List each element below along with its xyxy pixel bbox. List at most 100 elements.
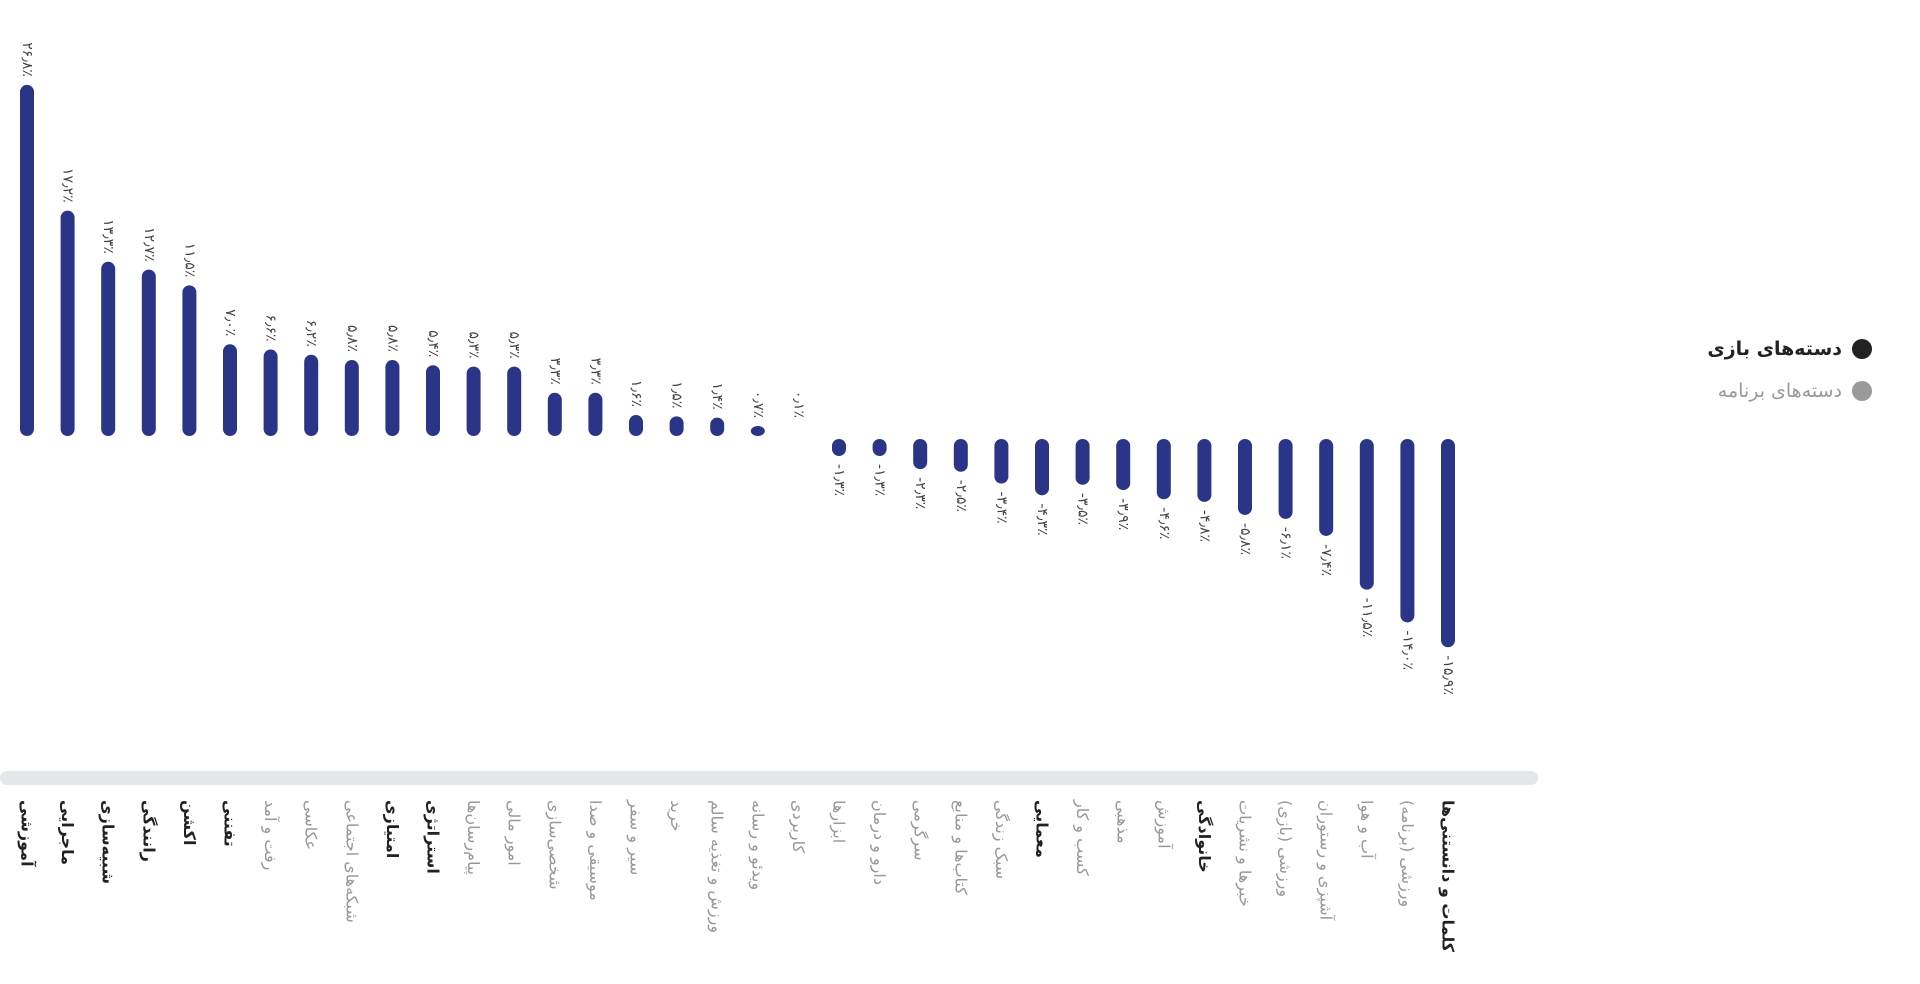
value-label: ۶٫۶٪	[263, 314, 279, 341]
value-label: -۲٫۳٪	[912, 477, 928, 509]
category-label: سیر و سفر	[626, 799, 646, 875]
legend-item-apps[interactable]: دسته‌های برنامه	[1707, 380, 1872, 402]
value-label: ۷٫۰٪	[222, 309, 238, 336]
category-label: رفت و آمد	[260, 800, 280, 870]
category-label: عکاسی	[302, 800, 321, 850]
category-label: سرگرمی	[910, 800, 930, 861]
category-label: امتیازی	[383, 800, 402, 858]
value-label: ۱۲٫۷٪	[141, 227, 157, 262]
category-label: پیام‌رسان‌ها	[463, 800, 483, 875]
bar[interactable]	[1400, 439, 1415, 623]
bar[interactable]	[141, 269, 156, 436]
bar[interactable]	[872, 439, 887, 457]
value-label: ۳٫۳٪	[587, 358, 603, 385]
bar[interactable]	[710, 417, 725, 436]
value-label: -۴٫۳٪	[1034, 503, 1050, 535]
legend-label: دسته‌های برنامه	[1717, 380, 1842, 402]
bar[interactable]	[20, 84, 34, 437]
value-label: ۱۷٫۲٪	[60, 168, 76, 203]
value-label: ۱٫۵٪	[669, 381, 685, 408]
category-label: کاربردی	[788, 800, 808, 854]
bar[interactable]	[953, 439, 968, 472]
bar[interactable]	[1278, 439, 1293, 519]
value-label: ۵٫۸٪	[344, 325, 360, 352]
category-label: خرید	[666, 800, 686, 832]
category-label: شبکه‌های اجتماعی	[342, 800, 361, 923]
category-label: ورزش و تغذیه سالم	[707, 800, 727, 933]
value-label: ۱٫۴٪	[709, 383, 725, 410]
value-label: ۰٫۷٪	[750, 391, 766, 418]
value-label: ۱۳٫۳٪	[100, 219, 116, 254]
legend: دسته‌های بازی دسته‌های برنامه	[1707, 338, 1872, 422]
bar[interactable]	[832, 439, 846, 457]
legend-label: دسته‌های بازی	[1707, 338, 1842, 360]
value-label: -۵٫۸٪	[1237, 523, 1253, 555]
category-label: اکشن	[180, 800, 199, 845]
bar[interactable]	[994, 439, 1009, 484]
bar[interactable]	[588, 392, 603, 436]
category-label: استراتژی	[424, 800, 443, 874]
value-label: ۵٫۳٪	[506, 331, 522, 358]
bar[interactable]	[426, 365, 440, 436]
legend-item-games[interactable]: دسته‌های بازی	[1707, 338, 1872, 360]
bar[interactable]	[223, 344, 237, 436]
horizontal-scrollbar[interactable]	[0, 771, 1538, 785]
bar[interactable]	[629, 415, 643, 436]
value-label: ۰٫۱٪	[790, 391, 806, 418]
bar[interactable]	[1035, 439, 1049, 496]
bar[interactable]	[344, 360, 359, 436]
value-label: ۱۱٫۵٪	[181, 243, 197, 278]
legend-dot-icon	[1852, 381, 1872, 401]
bar[interactable]	[1319, 439, 1334, 536]
value-label: -۶٫۱٪	[1278, 527, 1294, 559]
bar[interactable]	[304, 354, 319, 436]
category-label: کلمات و دانستنی‌ها	[1439, 800, 1458, 953]
bar[interactable]	[182, 285, 197, 436]
value-label: -۴٫۶٪	[1156, 507, 1172, 539]
bar[interactable]	[1075, 439, 1090, 485]
category-label: معمایی	[1033, 800, 1052, 858]
category-label: کسب و کار	[1072, 799, 1092, 876]
bar[interactable]	[1238, 439, 1252, 515]
category-label: ماجرایی	[58, 800, 77, 865]
value-label: ۵٫۸٪	[384, 325, 400, 352]
value-label: ۵٫۴٪	[425, 330, 441, 357]
category-label: آب و هوا	[1356, 800, 1376, 860]
bar[interactable]	[507, 366, 522, 436]
category-label: کتاب‌ها و منابع	[950, 800, 970, 895]
category-label: ویدئو و رسانه	[747, 800, 767, 890]
bar[interactable]	[547, 392, 562, 436]
value-label: ۶٫۲٪	[303, 320, 319, 347]
bar[interactable]	[101, 261, 116, 436]
bar[interactable]	[1441, 439, 1455, 648]
bar[interactable]	[1116, 439, 1131, 491]
category-label: امور مالی	[504, 800, 524, 866]
category-label: آموزش	[1153, 800, 1173, 850]
bar[interactable]	[466, 366, 481, 436]
bar-chart: ۲۶٫۸٪ آموزشی ۱۷٫۲٪ ماجرایی ۱۳٫۳٪ شبیه‌سازی ۱۲٫…	[18, 42, 1458, 953]
category-label: ورزشی (بازی)	[1275, 800, 1295, 897]
value-label: -۲٫۵٪	[953, 480, 969, 512]
category-label: ورزشی (برنامه)	[1397, 800, 1417, 907]
value-label: ۲۶٫۸٪	[19, 42, 35, 77]
bar[interactable]	[669, 416, 684, 436]
value-label: ۱٫۶٪	[628, 380, 644, 407]
legend-dot-icon	[1852, 339, 1872, 359]
category-label: آشپزی و رستوران	[1316, 800, 1336, 922]
bar[interactable]	[750, 426, 765, 436]
bar[interactable]	[1156, 439, 1171, 500]
value-label: -۱۵٫۹٪	[1440, 655, 1456, 695]
bar[interactable]	[385, 360, 400, 436]
bar[interactable]	[913, 439, 928, 470]
category-label: رانندگی	[139, 800, 158, 862]
category-label: شخصی‌سازی	[544, 800, 564, 889]
category-label: مذهبی	[1114, 800, 1133, 844]
value-label: -۴٫۸٪	[1196, 510, 1212, 542]
category-label: سبک زندگی	[991, 800, 1011, 879]
category-label: خبرها و نشریات	[1235, 800, 1255, 907]
bar[interactable]	[263, 349, 278, 436]
bar[interactable]	[1359, 439, 1374, 590]
bar[interactable]	[1197, 439, 1212, 502]
bar[interactable]	[60, 210, 75, 436]
value-label: -۱۱٫۵٪	[1359, 598, 1375, 638]
